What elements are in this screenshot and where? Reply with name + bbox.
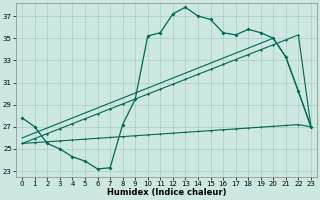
X-axis label: Humidex (Indice chaleur): Humidex (Indice chaleur) (107, 188, 226, 197)
